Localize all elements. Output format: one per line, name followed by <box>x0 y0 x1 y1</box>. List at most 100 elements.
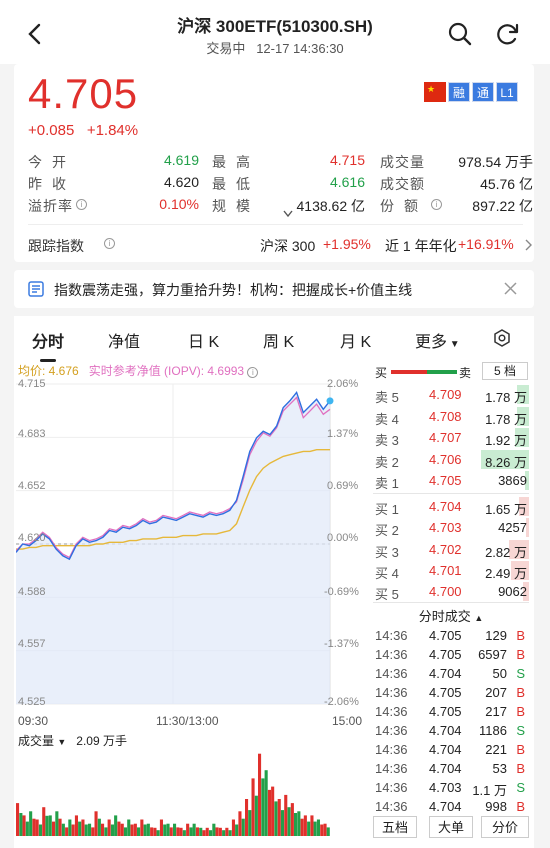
price-change: +0.085 +1.84% <box>28 122 138 139</box>
connect-badge[interactable]: 通 <box>472 82 494 102</box>
ask-level-row[interactable]: 卖 2 4.706 8.26 万 <box>373 449 529 470</box>
info-icon[interactable]: i <box>104 238 115 249</box>
tab-weekly-k[interactable]: 周 K <box>263 334 295 351</box>
quote-card: 4.705 +0.085 +1.84% 融 通 L1 今开 4.619 最高 4… <box>14 64 534 262</box>
tab-intraday[interactable]: 分时 <box>32 328 64 362</box>
divider <box>28 224 523 225</box>
tab-five-levels[interactable]: 五档 <box>373 816 417 838</box>
tab-price-distribution[interactable]: 分价 <box>481 816 529 838</box>
news-banner[interactable]: 指数震荡走强，算力重拾升势！机构：把握成长+价值主线 <box>14 270 534 308</box>
intraday-price-chart[interactable] <box>16 378 365 708</box>
change-amount: +0.085 <box>28 122 75 139</box>
volume-bar <box>35 819 39 836</box>
volume-bar <box>274 801 278 836</box>
volume-bar <box>202 830 206 836</box>
ask-level-label: 卖 5 <box>375 390 399 405</box>
bid-level-label: 买 2 <box>375 523 399 539</box>
annualized-value: +16.91% <box>458 236 514 252</box>
volume-bar <box>91 827 95 836</box>
tab-daily-k[interactable]: 日 K <box>188 334 220 351</box>
ask-volume-bar <box>525 471 529 490</box>
volume-bar <box>38 824 42 836</box>
depth-toggle-button[interactable]: 5 档 <box>482 362 528 380</box>
chevron-down-icon[interactable] <box>283 210 293 218</box>
volume-bar <box>58 818 62 836</box>
tab-monthly-k[interactable]: 月 K <box>340 334 372 351</box>
y-pct-label: 1.37% <box>327 428 359 440</box>
bid-level-row[interactable]: 买 2 4.703 4257 <box>373 517 529 538</box>
tab-large-orders[interactable]: 大单 <box>429 816 473 838</box>
bid-level-row[interactable]: 买 4 4.701 2.49 万 <box>373 560 529 581</box>
chart-legend: 均价: 4.676 实时参考净值 (IOPV): 4.6993 i <box>18 362 259 379</box>
volume-bar <box>323 823 327 836</box>
volume-bar <box>94 811 98 836</box>
bid-volume: 4257 <box>498 520 527 536</box>
x-tick-label: 11:30/13:00 <box>156 714 219 728</box>
volume-bar <box>245 799 249 836</box>
tab-nav[interactable]: 净值 <box>108 334 141 351</box>
chevron-right-icon[interactable] <box>525 239 533 251</box>
volume-bar <box>45 815 49 836</box>
level1-badge[interactable]: L1 <box>496 82 518 102</box>
volume-bar <box>130 824 134 836</box>
buy-label: 买 <box>375 366 388 380</box>
info-icon[interactable]: i <box>431 199 442 210</box>
status-text: 交易中 <box>206 41 246 56</box>
volume-header: 成交量 ▼ 2.09 万手 <box>18 732 127 749</box>
search-icon[interactable] <box>446 20 474 48</box>
stat-value: 4.715 <box>329 152 365 168</box>
trade-side: B <box>516 647 525 662</box>
volume-bar <box>120 823 124 836</box>
bid-price: 4.701 <box>429 562 462 578</box>
volume-bar <box>307 821 311 836</box>
y-tick-label: 4.588 <box>18 586 46 598</box>
volume-bar <box>222 830 226 836</box>
ask-level-row[interactable]: 卖 1 4.705 3869 <box>373 470 529 491</box>
tab-more[interactable]: 更多 ▼ <box>415 328 460 352</box>
info-icon[interactable]: i <box>76 199 87 210</box>
volume-bar <box>209 830 213 836</box>
volume-bar <box>179 827 183 836</box>
volume-bar <box>16 803 20 836</box>
volume-bar <box>74 815 78 836</box>
bid-level-row[interactable]: 买 1 4.704 1.65 万 <box>373 496 529 517</box>
tracking-index-row[interactable]: 跟踪指数 i 沪深 300 +1.95% 近 1 年年化 +16.91% <box>28 234 532 254</box>
ask-price: 4.709 <box>429 387 462 402</box>
trade-price: 4.704 <box>429 799 462 814</box>
trade-side: B <box>516 685 525 700</box>
trade-time: 14:36 <box>375 723 408 738</box>
info-icon[interactable]: i <box>247 367 259 378</box>
bid-volume: 1.65 万 <box>485 502 527 517</box>
close-icon[interactable] <box>504 282 517 295</box>
trade-time: 14:36 <box>375 666 408 681</box>
chart-settings-icon[interactable] <box>493 329 511 347</box>
volume-bar <box>153 827 157 836</box>
stats-row-2: 昨收 4.620 最低 4.616 成交额 45.76 亿 <box>28 174 533 194</box>
y-tick-label: 4.683 <box>18 428 46 440</box>
volume-bar <box>195 827 199 836</box>
ask-level-label: 卖 2 <box>375 454 399 470</box>
ask-level-row[interactable]: 卖 5 4.709 1.78 万 <box>373 384 529 405</box>
y-pct-label: 0.69% <box>327 480 359 492</box>
ask-level-row[interactable]: 卖 4 4.708 1.78 万 <box>373 406 529 427</box>
volume-bar <box>241 818 245 836</box>
x-tick-label: 09:30 <box>18 714 49 728</box>
back-arrow-icon[interactable] <box>24 22 48 46</box>
trade-row: 14:36 4.705 207 B <box>373 683 529 702</box>
bid-level-row[interactable]: 买 3 4.702 2.82 万 <box>373 539 529 560</box>
volume-bar <box>150 827 154 836</box>
y-pct-label: -2.06% <box>324 696 359 708</box>
volume-label[interactable]: 成交量 <box>18 734 55 748</box>
trades-header[interactable]: 分时成交 ▲ <box>373 606 529 625</box>
bid-level-row[interactable]: 买 5 4.700 9062 <box>373 581 529 602</box>
margin-badge[interactable]: 融 <box>448 82 470 102</box>
volume-chart[interactable] <box>16 748 332 838</box>
volume-bar <box>303 815 307 836</box>
ask-level-row[interactable]: 卖 3 4.707 1.92 万 <box>373 427 529 448</box>
volume-bar <box>32 818 36 836</box>
y-tick-label: 4.525 <box>18 696 46 708</box>
volume-bar <box>133 823 137 836</box>
chart-tabs: 分时 净值 日 K 周 K 月 K 更多 ▼ <box>14 316 534 362</box>
volume-bar <box>169 827 173 836</box>
refresh-icon[interactable] <box>494 20 522 48</box>
